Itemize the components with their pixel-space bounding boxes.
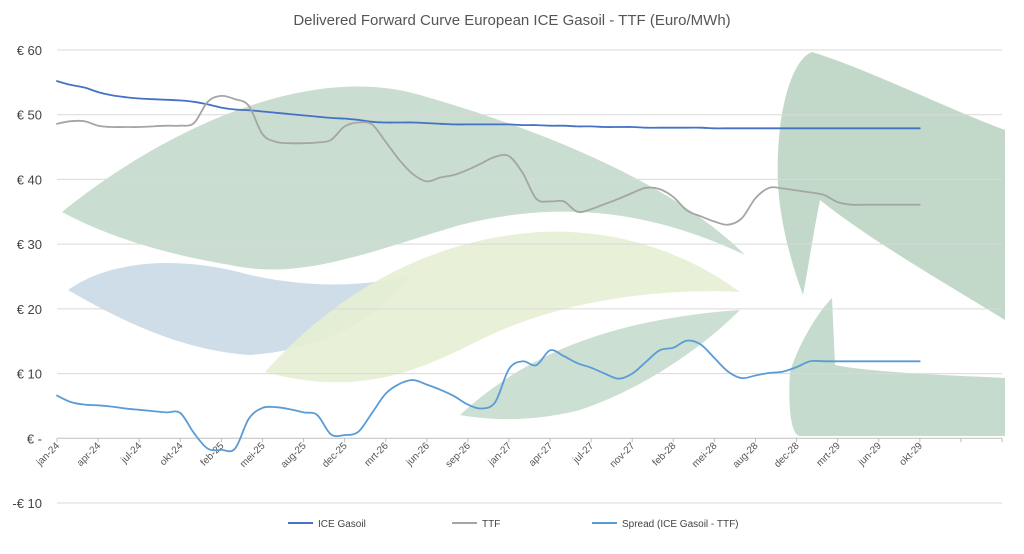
watermark-shape-bottom-right [789, 298, 1005, 436]
y-tick-label: € 60 [17, 43, 42, 58]
y-tick-label: € 30 [17, 237, 42, 252]
watermark-leaf-small [460, 310, 740, 420]
x-tick-label: jul-27 [570, 440, 596, 466]
legend: ICE Gasoil TTF Spread (ICE Gasoil - TTF) [288, 519, 739, 530]
x-tick-label: jun-26 [404, 440, 432, 468]
series-layer [56, 80, 921, 453]
legend-label-ttf: TTF [482, 519, 500, 530]
x-axis: jan-24 apr-24 jul-24 okt-24 feb-25 mei-25 aug-… [34, 437, 1003, 470]
x-tick-label: apr-24 [75, 440, 104, 469]
x-tick-label: jun-29 [856, 440, 884, 468]
y-tick-label: € - [27, 431, 42, 446]
legend-label-ice-gasoil: ICE Gasoil [318, 519, 366, 530]
x-tick-label: nov-27 [608, 440, 638, 470]
x-tick-label: sep-26 [444, 440, 474, 470]
x-tick-label: aug-28 [731, 440, 761, 470]
watermark-shape-right [777, 52, 1005, 320]
y-tick-label: € 40 [17, 172, 42, 187]
gridlines [57, 49, 1002, 504]
x-tick-label: dec-25 [320, 440, 350, 470]
y-tick-label: € 10 [17, 367, 42, 382]
y-tick-label: -€ 10 [12, 496, 42, 511]
x-tick-label: mei-25 [238, 440, 268, 470]
x-tick-label: mei-28 [690, 440, 720, 470]
x-tick-label: dec-28 [772, 440, 802, 470]
x-tick-label: jan-27 [486, 440, 514, 468]
x-tick-label: feb-28 [651, 440, 679, 468]
series-line-ttf [56, 94, 921, 226]
chart-title: Delivered Forward Curve European ICE Gas… [293, 12, 730, 29]
watermark-leaf-yellow [265, 231, 740, 383]
series-line-spread [56, 339, 921, 453]
x-tick-label: apr-27 [527, 440, 556, 469]
y-axis: -€ 10 € - € 10 € 20 € 30 € 40 € 50 € 60 [12, 43, 42, 511]
x-tick-label: jul-24 [119, 440, 145, 466]
y-tick-label: € 20 [17, 302, 42, 317]
series-line-ice-gasoil [56, 80, 921, 130]
x-tick-label: aug-25 [279, 440, 309, 470]
y-tick-label: € 50 [17, 108, 42, 123]
watermark-leaf-large [62, 86, 745, 270]
x-tick-label: okt-29 [898, 440, 926, 468]
x-tick-label: mrt-29 [815, 440, 844, 469]
x-tick-label: mrt-26 [363, 440, 392, 469]
x-tick-label: okt-24 [158, 440, 186, 468]
legend-label-spread: Spread (ICE Gasoil - TTF) [622, 519, 739, 530]
